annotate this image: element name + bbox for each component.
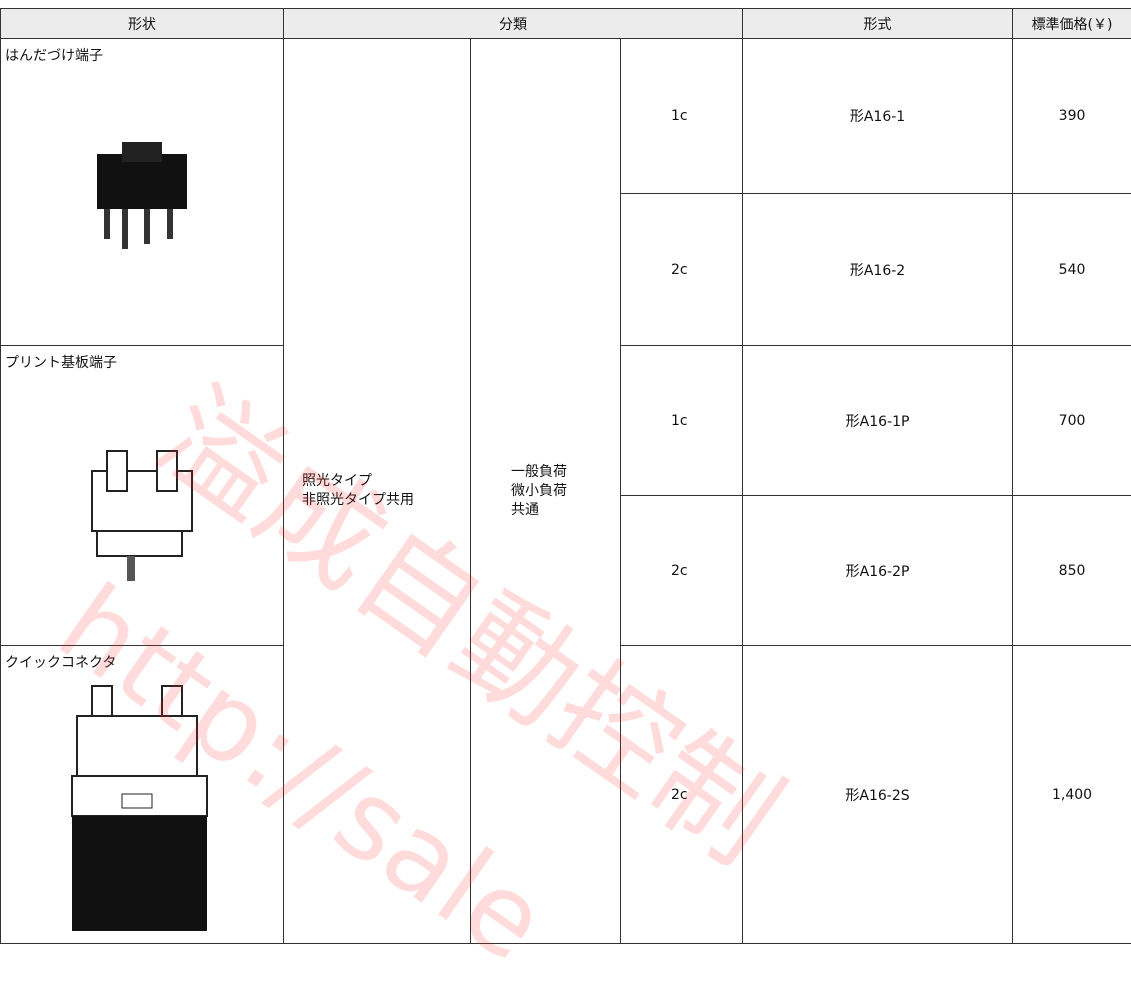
header-cell: 分類 (284, 9, 743, 39)
shape-cell: クイックコネクタ (1, 646, 284, 944)
type-cell: 照光タイプ 非照光タイプ共用 (284, 39, 471, 944)
model-cell: 形A16-1P (743, 346, 1013, 496)
header-cell: 標準価格(￥) (1013, 9, 1131, 39)
model-cell: 形A16-2 (743, 194, 1013, 346)
header-row: 形状 分類 形式 標準価格(￥) (1, 9, 1131, 39)
contact-cell: 2c (621, 194, 743, 346)
shape-label: クイックコネクタ (5, 655, 116, 671)
price-cell: 540 (1013, 194, 1131, 346)
shape-label: はんだづけ端子 (5, 48, 103, 64)
model-cell: 形A16-2P (743, 496, 1013, 646)
relay-image (72, 441, 212, 591)
contact-cell: 1c (621, 346, 743, 496)
header-cell: 形式 (743, 9, 1013, 39)
header-cell: 形状 (1, 9, 284, 39)
shape-label: プリント基板端子 (5, 355, 117, 371)
contact-cell: 1c (621, 39, 743, 194)
shape-cell: プリント基板端子 (1, 346, 284, 646)
contact-cell: 2c (621, 646, 743, 944)
page: 形状 分類 形式 標準価格(￥) はんだづけ端子 照光タイプ 非照光タイプ共用 … (0, 0, 1131, 944)
price-table: 形状 分類 形式 標準価格(￥) はんだづけ端子 照光タイプ 非照光タイプ共用 … (0, 8, 1131, 944)
model-cell: 形A16-2S (743, 646, 1013, 944)
price-cell: 850 (1013, 496, 1131, 646)
relay-image (82, 134, 202, 284)
price-cell: 700 (1013, 346, 1131, 496)
price-cell: 390 (1013, 39, 1131, 194)
model-cell: 形A16-1 (743, 39, 1013, 194)
load-cell: 一般負荷 微小負荷 共通 (471, 39, 621, 944)
shape-cell: はんだづけ端子 (1, 39, 284, 346)
contact-cell: 2c (621, 496, 743, 646)
price-cell: 1,400 (1013, 646, 1131, 944)
relay-image (67, 676, 217, 936)
